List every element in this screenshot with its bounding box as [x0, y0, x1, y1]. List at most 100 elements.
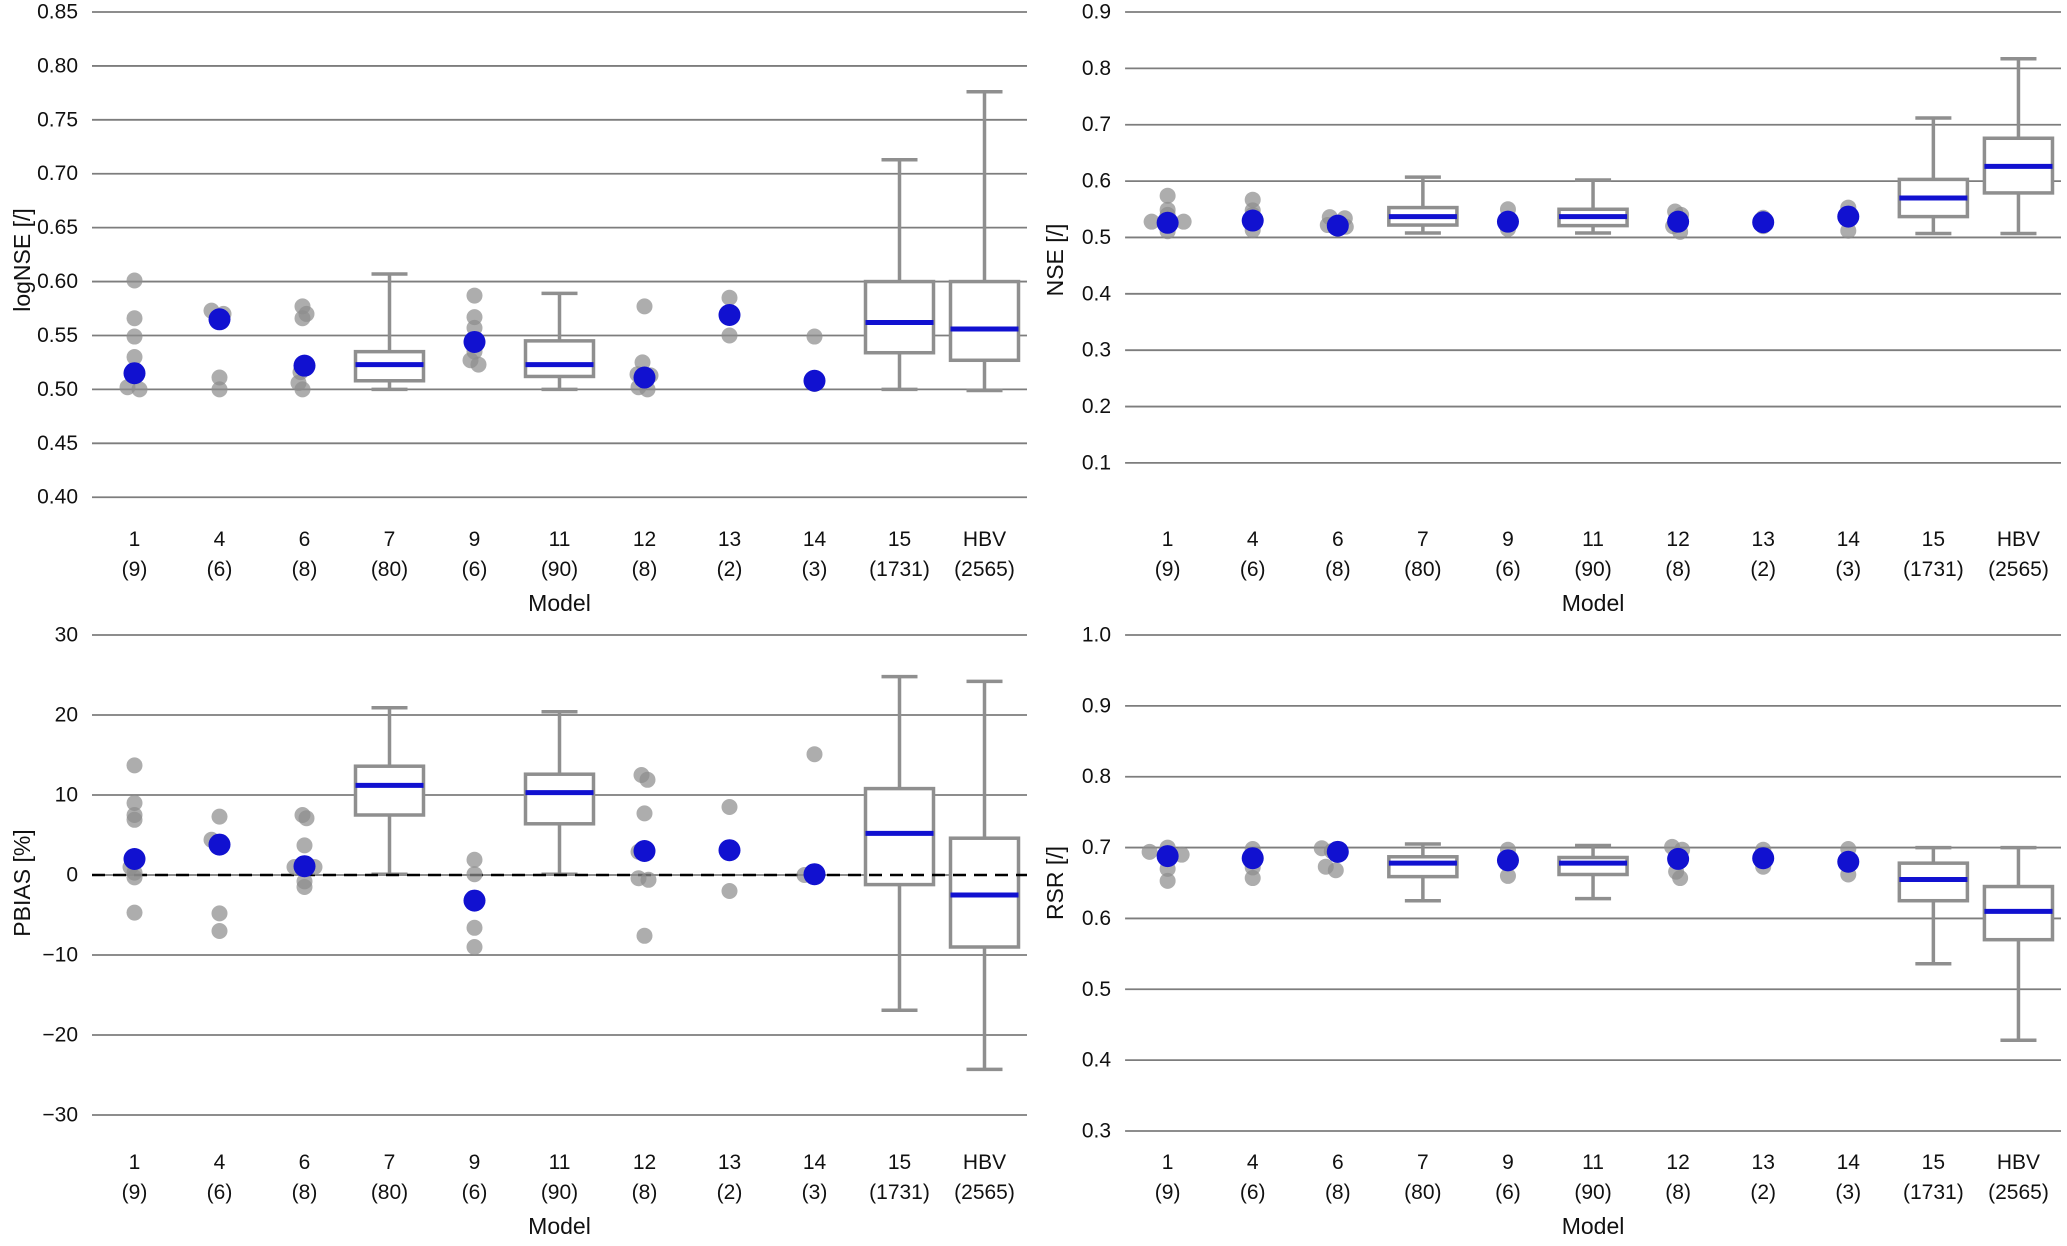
x-tick-model-label: 7 [1417, 1151, 1429, 1174]
x-tick-count-label: (8) [1325, 558, 1351, 581]
gray-catchment-dot [126, 349, 143, 366]
panel-lognse-svg: 0.85 0.80 0.75 0.70 0.65 0.60 0.55 0.50 0.45 0.40… [9, 1, 1027, 616]
blue-median-dot [1241, 209, 1264, 232]
y-tick-label: 20 [55, 704, 78, 727]
gray-catchment-dot [211, 369, 228, 386]
gray-catchment-dot [294, 381, 311, 398]
gray-catchment-dot [1141, 843, 1158, 860]
panel-rsr: 1.0 0.9 0.8 0.7 0.6 0.5 0.4 0.3 RSR [/] 1 (9) 4 (6) 6… [1033, 623, 2067, 1246]
blue-median-dot [1241, 847, 1264, 870]
x-tick-count-label: (3) [1835, 558, 1861, 581]
x-tick-count-label: (90) [1574, 1181, 1611, 1204]
gray-catchment-dot [806, 328, 823, 345]
x-tick-model-label: 13 [1752, 1151, 1775, 1174]
x-axis-label: Model [528, 1213, 591, 1239]
x-tick-count-label: (1731) [1903, 1181, 1964, 1204]
gray-catchment-dot [126, 795, 143, 811]
x-tick-model-label: 11 [1582, 1151, 1604, 1174]
y-tick-label: 0 [66, 864, 78, 887]
x-tick-model-label: 7 [384, 1151, 396, 1174]
x-tick-model-label: HBV [963, 528, 1006, 551]
x-tick-model-label: 6 [1332, 1151, 1344, 1174]
boxplot-box [1387, 855, 1459, 879]
x-tick-model-label: 9 [469, 528, 481, 551]
x-tick-model-label: 13 [718, 528, 741, 551]
x-tick-model-label: 12 [1666, 528, 1689, 551]
boxplot-box [523, 772, 596, 826]
y-axis-label: PBIAS [%] [9, 829, 35, 936]
x-tick-count-label: (6) [1495, 1181, 1521, 1204]
x-tick-count-label: (8) [632, 1181, 658, 1204]
gray-catchment-dot [211, 923, 228, 939]
x-tick-model-label: HBV [1997, 528, 2040, 551]
x-tick-count-label: (2) [717, 1181, 743, 1204]
blue-median-dot [633, 840, 656, 862]
x-tick-model-label: 4 [1247, 528, 1259, 551]
blue-median-dot [1496, 849, 1519, 872]
x-tick-count-label: (90) [1574, 558, 1611, 581]
gray-catchment-dot [466, 851, 483, 868]
y-tick-label: 0.4 [1082, 1049, 1112, 1072]
y-tick-label: 0.75 [37, 108, 78, 131]
boxplot-box [863, 279, 936, 355]
blue-median-dot [803, 369, 826, 392]
x-tick-model-label: 9 [469, 1151, 481, 1174]
x-axis-label: Model [528, 590, 591, 616]
x-tick-model-label: 9 [1502, 528, 1514, 551]
y-tick-label: 30 [55, 624, 78, 647]
x-axis-label: Model [1562, 1213, 1625, 1239]
x-tick-model-label: 15 [888, 1151, 911, 1174]
x-tick-count-label: (6) [1495, 558, 1521, 581]
gray-catchment-dot [640, 871, 657, 888]
x-tick-model-label: 13 [718, 1151, 741, 1174]
x-tick-count-label: (2565) [954, 1181, 1015, 1204]
gray-catchment-dot [126, 869, 143, 886]
x-tick-model-label: 1 [1162, 528, 1174, 551]
panel-nse: 0.9 0.8 0.7 0.6 0.5 0.4 0.3 0.2 0.1 NSE [/] 1 (9) 4 (… [1033, 0, 2067, 623]
y-tick-label: 0.55 [37, 324, 78, 347]
x-tick-model-label: 13 [1752, 528, 1775, 551]
gray-catchment-dot [1159, 872, 1176, 889]
gray-catchment-dot [296, 837, 313, 854]
x-tick-count-label: (8) [1665, 1181, 1691, 1204]
blue-median-dot [208, 833, 231, 856]
gray-catchment-dot [211, 808, 228, 825]
x-tick-model-label: 4 [214, 1151, 226, 1174]
panel-pbias-svg: 30 20 10 0 −10 −20 −30 PBIAS [%] 1 (9) 4 (6) 6 (8) 7 (8… [9, 624, 1027, 1239]
y-tick-label: 0.70 [37, 162, 78, 185]
x-tick-count-label: (6) [1240, 558, 1266, 581]
gray-catchment-dot [126, 272, 143, 289]
gray-catchment-dot [639, 771, 656, 788]
blue-median-dot [1837, 205, 1860, 228]
blue-median-dot [1496, 210, 1519, 233]
x-tick-model-label: 12 [633, 528, 656, 551]
y-tick-label: 0.9 [1082, 1, 1111, 24]
blue-median-dot [1326, 214, 1349, 237]
gray-catchment-dot [721, 289, 738, 306]
blue-median-dot [1156, 211, 1179, 234]
blue-median-dot [1667, 210, 1690, 233]
x-tick-model-label: 6 [299, 1151, 311, 1174]
gray-catchment-dot [466, 919, 483, 936]
y-axis-label: logNSE [/] [9, 208, 35, 312]
gray-catchment-dot [126, 328, 143, 345]
blue-median-dot [293, 855, 316, 878]
x-tick-count-label: (2) [1750, 558, 1776, 581]
x-tick-model-label: 11 [549, 1151, 571, 1174]
x-tick-count-label: (6) [207, 1181, 233, 1204]
gray-catchment-dot [721, 327, 738, 344]
gray-catchment-dot [1327, 862, 1344, 879]
x-tick-count-label: (80) [1404, 558, 1441, 581]
gray-catchment-dot [126, 904, 143, 921]
blue-median-dot [803, 863, 826, 886]
gray-catchment-dot [1672, 870, 1689, 887]
x-tick-count-label: (9) [1155, 1181, 1181, 1204]
x-tick-count-label: (9) [122, 1181, 148, 1204]
x-tick-model-label: 6 [1332, 528, 1344, 551]
x-tick-model-label: 1 [1162, 1151, 1174, 1174]
x-tick-count-label: (2) [717, 558, 743, 581]
y-tick-label: 1.0 [1082, 624, 1111, 647]
x-tick-model-label: 14 [1837, 528, 1861, 551]
gray-catchment-dot [131, 381, 148, 398]
